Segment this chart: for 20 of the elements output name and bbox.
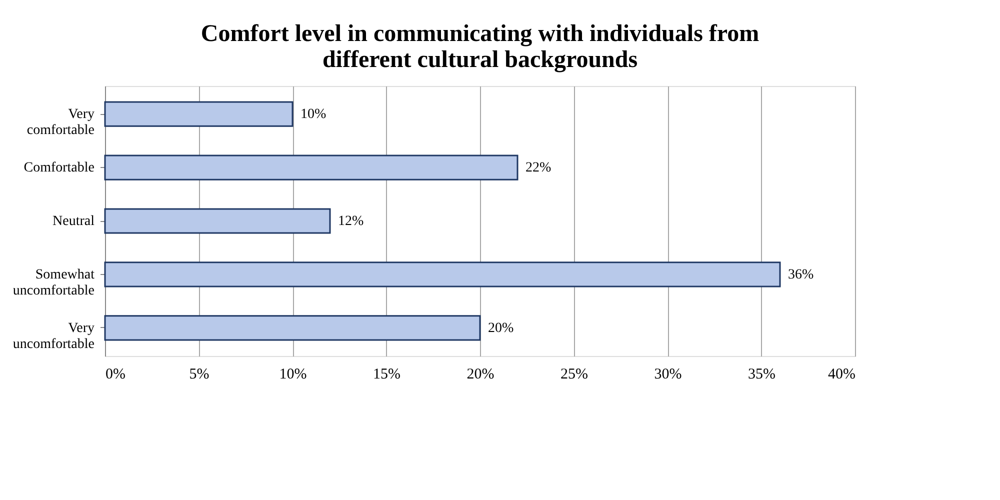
- x-tick-label: 20%: [466, 366, 494, 382]
- data-label: 36%: [788, 267, 814, 282]
- x-tick-label: 10%: [279, 366, 307, 382]
- y-tick-label: Neutral: [52, 214, 95, 229]
- x-tick-label: 15%: [373, 366, 400, 382]
- data-label: 20%: [488, 320, 514, 336]
- data-label: 12%: [338, 214, 364, 229]
- y-tick-label: Very comfortable: [26, 107, 94, 138]
- x-tick-label: 35%: [748, 366, 776, 382]
- x-tick-label: 0%: [106, 366, 126, 382]
- x-tick-label: 30%: [654, 366, 682, 382]
- chart-title: Comfort level in communicating with individuals from different cultural backgrounds: [200, 21, 760, 73]
- data-label: 10%: [300, 107, 326, 122]
- y-tick-label: Somewhat uncomfortable: [12, 267, 95, 298]
- data-label: 22%: [526, 160, 552, 176]
- x-tick-label: 5%: [189, 366, 210, 382]
- y-tick-label: Comfortable: [24, 160, 94, 176]
- x-tick-label: 25%: [560, 366, 588, 382]
- x-tick-label: 40%: [828, 366, 856, 382]
- y-tick-label: Very uncomfortable: [12, 320, 94, 352]
